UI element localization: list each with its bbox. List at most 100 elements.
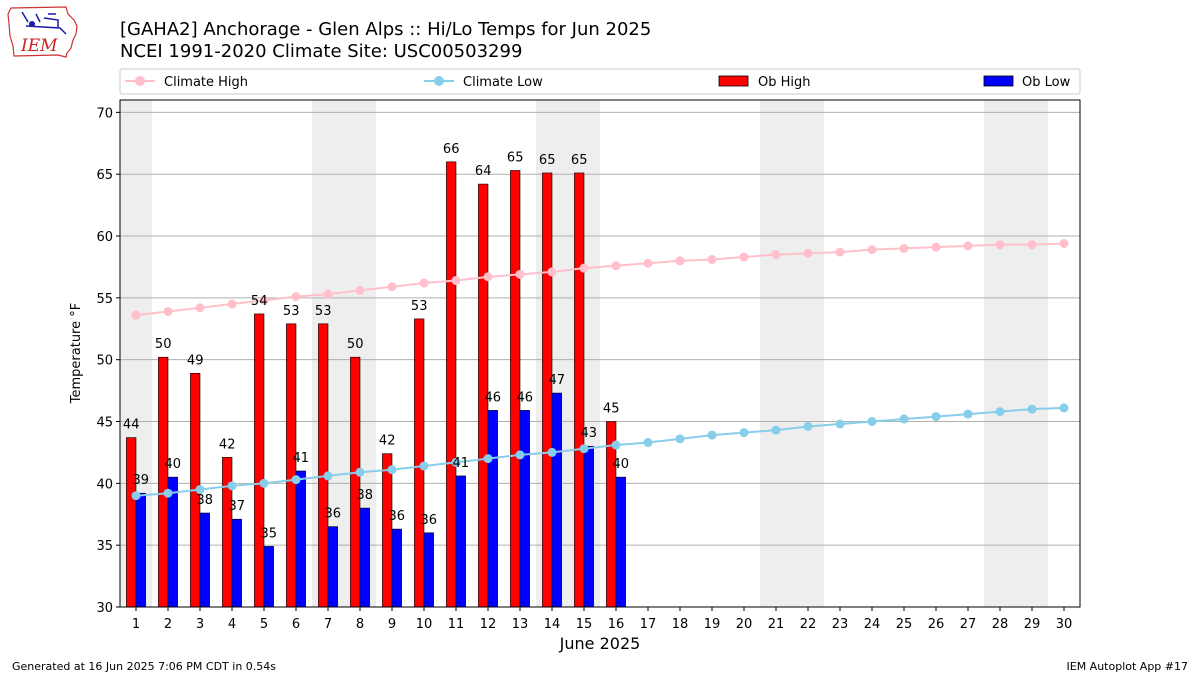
ob-low-bar-4 (231, 518, 242, 608)
ob-high-bar-13 (510, 170, 521, 608)
climate-high-point-23 (835, 247, 845, 257)
ob-high-bar-14 (542, 172, 553, 608)
x-tick-label-27: 27 (960, 617, 977, 632)
climate-high-point-9 (387, 282, 397, 292)
climate-low-point-21 (771, 425, 781, 435)
ob-high-bar-8 (350, 356, 361, 608)
x-tick-label-2: 2 (164, 617, 172, 632)
ob-high-label-11: 66 (443, 142, 460, 157)
x-tick-label-20: 20 (736, 617, 753, 632)
ob-low-label-1: 39 (133, 473, 150, 488)
x-tick-label-1: 1 (132, 617, 140, 632)
iem-logo-text: IEM (20, 36, 58, 56)
ob-low-bar-10 (423, 532, 434, 608)
ob-low-label-13: 46 (517, 390, 534, 405)
ob-low-label-7: 36 (325, 507, 342, 522)
ob-high-bar-2 (158, 356, 169, 608)
ob-high-label-14: 65 (539, 153, 556, 168)
climate-high-point-16 (611, 261, 621, 271)
climate-high-point-3 (195, 303, 205, 313)
ob-low-bar-8 (359, 507, 370, 608)
y-tick-label-40: 40 (96, 477, 113, 492)
plot-frame (119, 99, 1081, 608)
climate-high-point-26 (931, 242, 941, 252)
climate-low-point-3 (195, 485, 205, 495)
climate-low-point-17 (643, 438, 653, 448)
climate-high-point-27 (963, 241, 973, 251)
ob-high-label-7: 53 (315, 304, 332, 319)
climate-high-point-10 (419, 278, 429, 288)
x-tick-label-21: 21 (768, 617, 785, 632)
climate-low-point-29 (1027, 404, 1037, 414)
ob-high-label-8: 50 (347, 337, 364, 352)
climate-low-point-6 (291, 475, 301, 485)
ob-high-bar-7 (318, 323, 329, 608)
ob-low-bar-15 (583, 445, 594, 608)
climate-high-point-2 (163, 306, 173, 316)
climate-high-point-1 (131, 310, 141, 320)
x-tick-label-28: 28 (992, 617, 1009, 632)
ob-high-label-3: 49 (187, 353, 204, 368)
x-tick-label-3: 3 (196, 617, 204, 632)
ob-high-bar-16 (606, 421, 617, 608)
legend-item-climate-low: Climate Low (424, 75, 543, 90)
legend: Climate High Climate Low Ob High Ob Low (119, 68, 1081, 95)
climate-high-line (135, 242, 1065, 317)
ob-low-label-5: 35 (261, 526, 278, 541)
climate-high-point-28 (995, 240, 1005, 250)
climate-low-line (135, 406, 1065, 497)
climate-high-point-17 (643, 258, 653, 268)
ob-high-bar-4 (222, 457, 233, 608)
weekend-band-4 (760, 100, 824, 607)
climate-high-point-25 (899, 243, 909, 253)
climate-low-point-2 (163, 488, 173, 498)
ob-low-label-8: 38 (357, 488, 374, 503)
ob-high-label-6: 53 (283, 304, 300, 319)
x-tick-label-18: 18 (672, 617, 689, 632)
climate-high-point-21 (771, 250, 781, 260)
ob-low-label-15: 43 (581, 426, 598, 441)
climate-low-point-22 (803, 421, 813, 431)
ob-low-label-16: 40 (613, 457, 630, 472)
legend-label-ob-high: Ob High (758, 75, 811, 90)
climate-high-point-20 (739, 252, 749, 262)
y-tick-label-70: 70 (96, 106, 113, 121)
ob-low-label-4: 37 (229, 499, 246, 514)
x-tick-label-22: 22 (800, 617, 817, 632)
x-tick-label-12: 12 (480, 617, 497, 632)
climate-low-point-12 (483, 454, 493, 464)
x-axis-label: June 2025 (559, 634, 641, 653)
climate-high-point-24 (867, 245, 877, 255)
y-tick-label-50: 50 (96, 354, 113, 369)
ob-high-label-1: 44 (123, 418, 140, 433)
x-tick-label-23: 23 (832, 617, 849, 632)
ob-low-bar-1 (135, 492, 146, 608)
y-tick-label-45: 45 (96, 416, 113, 431)
temperature-bars (126, 161, 626, 608)
climate-high-point-4 (227, 299, 237, 309)
ob-high-bar-15 (574, 172, 585, 608)
climate-high-point-29 (1027, 240, 1037, 250)
climate-low-point-5 (259, 478, 269, 488)
x-tick-label-24: 24 (864, 617, 881, 632)
climate-low-point-23 (835, 419, 845, 429)
y-axis-ticks: 30 35 40 45 50 55 60 65 70 (96, 106, 120, 616)
x-tick-label-7: 7 (324, 617, 332, 632)
ob-high-label-13: 65 (507, 150, 524, 165)
climate-high-point-8 (355, 285, 365, 295)
footer-app: IEM Autoplot App #17 (1067, 660, 1189, 673)
y-axis-label: Temperature °F (69, 303, 84, 404)
climate-low-point-28 (995, 407, 1005, 417)
climate-low-point-16 (611, 440, 621, 450)
climate-low-point-19 (707, 430, 717, 440)
climate-low-point-11 (451, 457, 461, 467)
climate-low-point-4 (227, 481, 237, 491)
climate-high-point-13 (515, 269, 525, 279)
climate-high-point-11 (451, 276, 461, 286)
footer-generated: Generated at 16 Jun 2025 7:06 PM CDT in … (12, 660, 276, 673)
climate-high-point-12 (483, 272, 493, 282)
ob-low-label-10: 36 (421, 513, 438, 528)
ob-high-label-16: 45 (603, 402, 620, 417)
x-tick-label-13: 13 (512, 617, 529, 632)
